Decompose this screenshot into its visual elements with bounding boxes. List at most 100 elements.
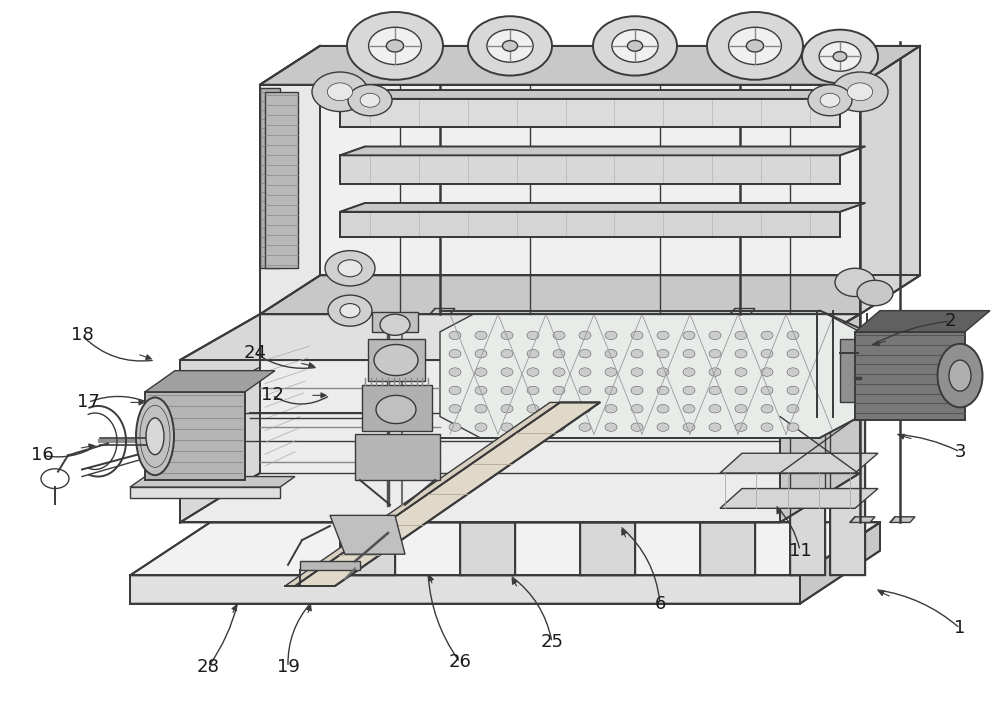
Circle shape bbox=[819, 42, 861, 71]
Circle shape bbox=[735, 368, 747, 376]
Polygon shape bbox=[145, 392, 245, 480]
Circle shape bbox=[369, 28, 421, 64]
Circle shape bbox=[475, 405, 487, 413]
Circle shape bbox=[709, 368, 721, 376]
Circle shape bbox=[835, 268, 875, 297]
Circle shape bbox=[605, 405, 617, 413]
Circle shape bbox=[605, 349, 617, 358]
Polygon shape bbox=[340, 212, 840, 237]
Circle shape bbox=[820, 93, 840, 107]
Polygon shape bbox=[130, 477, 295, 487]
Circle shape bbox=[631, 386, 643, 395]
Circle shape bbox=[683, 386, 695, 395]
Circle shape bbox=[527, 349, 539, 358]
Circle shape bbox=[579, 386, 591, 395]
Circle shape bbox=[593, 16, 677, 76]
Polygon shape bbox=[830, 360, 865, 575]
Polygon shape bbox=[720, 489, 878, 508]
Polygon shape bbox=[260, 85, 860, 314]
Circle shape bbox=[553, 423, 565, 431]
Circle shape bbox=[553, 368, 565, 376]
Ellipse shape bbox=[938, 344, 982, 407]
Circle shape bbox=[683, 368, 695, 376]
Circle shape bbox=[709, 386, 721, 395]
Polygon shape bbox=[260, 88, 280, 268]
Polygon shape bbox=[330, 515, 405, 554]
Circle shape bbox=[475, 368, 487, 376]
Circle shape bbox=[501, 368, 513, 376]
Circle shape bbox=[709, 405, 721, 413]
Circle shape bbox=[787, 386, 799, 395]
Circle shape bbox=[657, 386, 669, 395]
Circle shape bbox=[501, 349, 513, 358]
Circle shape bbox=[761, 368, 773, 376]
Polygon shape bbox=[340, 501, 425, 522]
Polygon shape bbox=[580, 501, 665, 522]
Circle shape bbox=[832, 72, 888, 112]
Circle shape bbox=[449, 405, 461, 413]
Text: 19: 19 bbox=[277, 658, 299, 676]
Polygon shape bbox=[840, 339, 858, 402]
Circle shape bbox=[328, 295, 372, 326]
Circle shape bbox=[787, 349, 799, 358]
Circle shape bbox=[707, 12, 803, 80]
Circle shape bbox=[468, 16, 552, 76]
Circle shape bbox=[735, 405, 747, 413]
Text: 2: 2 bbox=[944, 312, 956, 330]
Circle shape bbox=[579, 331, 591, 340]
Text: 28: 28 bbox=[197, 658, 219, 676]
Polygon shape bbox=[260, 46, 320, 314]
Text: 17: 17 bbox=[77, 393, 99, 412]
Circle shape bbox=[857, 280, 893, 306]
Circle shape bbox=[729, 28, 781, 64]
Circle shape bbox=[605, 423, 617, 431]
Circle shape bbox=[657, 331, 669, 340]
Circle shape bbox=[605, 368, 617, 376]
Circle shape bbox=[502, 40, 518, 52]
Polygon shape bbox=[145, 371, 275, 392]
Circle shape bbox=[325, 251, 375, 286]
Polygon shape bbox=[340, 90, 865, 99]
Polygon shape bbox=[340, 522, 395, 575]
Circle shape bbox=[787, 368, 799, 376]
Circle shape bbox=[657, 405, 669, 413]
Ellipse shape bbox=[136, 397, 174, 475]
Text: 26: 26 bbox=[449, 653, 471, 671]
Circle shape bbox=[631, 349, 643, 358]
Circle shape bbox=[612, 30, 658, 62]
Circle shape bbox=[657, 423, 669, 431]
Circle shape bbox=[348, 85, 392, 116]
Circle shape bbox=[631, 368, 643, 376]
Circle shape bbox=[579, 368, 591, 376]
Circle shape bbox=[380, 314, 410, 335]
Polygon shape bbox=[855, 332, 965, 420]
Polygon shape bbox=[130, 575, 800, 604]
Circle shape bbox=[501, 331, 513, 340]
Circle shape bbox=[605, 331, 617, 340]
Circle shape bbox=[449, 423, 461, 431]
Circle shape bbox=[787, 405, 799, 413]
Circle shape bbox=[683, 331, 695, 340]
Text: 3: 3 bbox=[954, 443, 966, 461]
Polygon shape bbox=[260, 275, 920, 314]
Circle shape bbox=[683, 349, 695, 358]
Polygon shape bbox=[460, 522, 515, 575]
Text: 18: 18 bbox=[71, 326, 93, 345]
Circle shape bbox=[761, 405, 773, 413]
Circle shape bbox=[761, 349, 773, 358]
Circle shape bbox=[386, 40, 404, 52]
Polygon shape bbox=[180, 360, 780, 522]
Circle shape bbox=[802, 30, 878, 83]
Circle shape bbox=[475, 386, 487, 395]
Polygon shape bbox=[368, 339, 425, 381]
Circle shape bbox=[327, 83, 353, 101]
Polygon shape bbox=[580, 522, 635, 575]
Circle shape bbox=[501, 386, 513, 395]
Circle shape bbox=[808, 85, 852, 116]
Text: 25: 25 bbox=[540, 633, 564, 652]
Circle shape bbox=[449, 349, 461, 358]
Circle shape bbox=[579, 423, 591, 431]
Circle shape bbox=[340, 304, 360, 318]
Circle shape bbox=[631, 423, 643, 431]
Polygon shape bbox=[890, 517, 915, 522]
